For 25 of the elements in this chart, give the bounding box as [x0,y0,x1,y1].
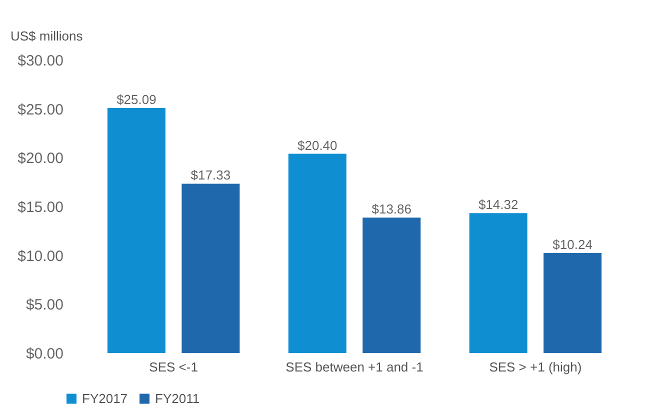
legend-label: FY2017 [82,390,128,406]
data-label: $10.24 [552,236,592,252]
y-tick-label: $20.00 [18,150,64,168]
x-tick-label: SES > +1 (high) [489,360,582,374]
y-tick-label: $30.00 [18,52,64,70]
bar [182,184,240,353]
y-tick-label: $10.00 [18,248,64,265]
data-label: $17.33 [190,168,231,183]
y-tick-label: $5.00 [26,296,64,314]
bar [288,154,346,353]
bar [107,108,166,353]
bar [469,213,528,353]
y-tick-label: $15.00 [18,199,64,216]
y-tick-label: $25.00 [18,101,64,118]
legend-label: FY2011 [155,390,200,406]
bar [362,218,421,353]
data-label: $14.32 [478,197,518,212]
x-tick-label: SES <-1 [149,360,198,374]
data-label: $20.40 [298,138,338,153]
data-label: $25.09 [116,92,156,107]
y-tick-label: $0.00 [26,346,64,362]
y-axis-title: US$ millions [10,28,84,44]
x-tick-label: SES between +1 and -1 [286,360,424,374]
data-label: $13.86 [372,202,412,217]
bar [544,252,602,353]
